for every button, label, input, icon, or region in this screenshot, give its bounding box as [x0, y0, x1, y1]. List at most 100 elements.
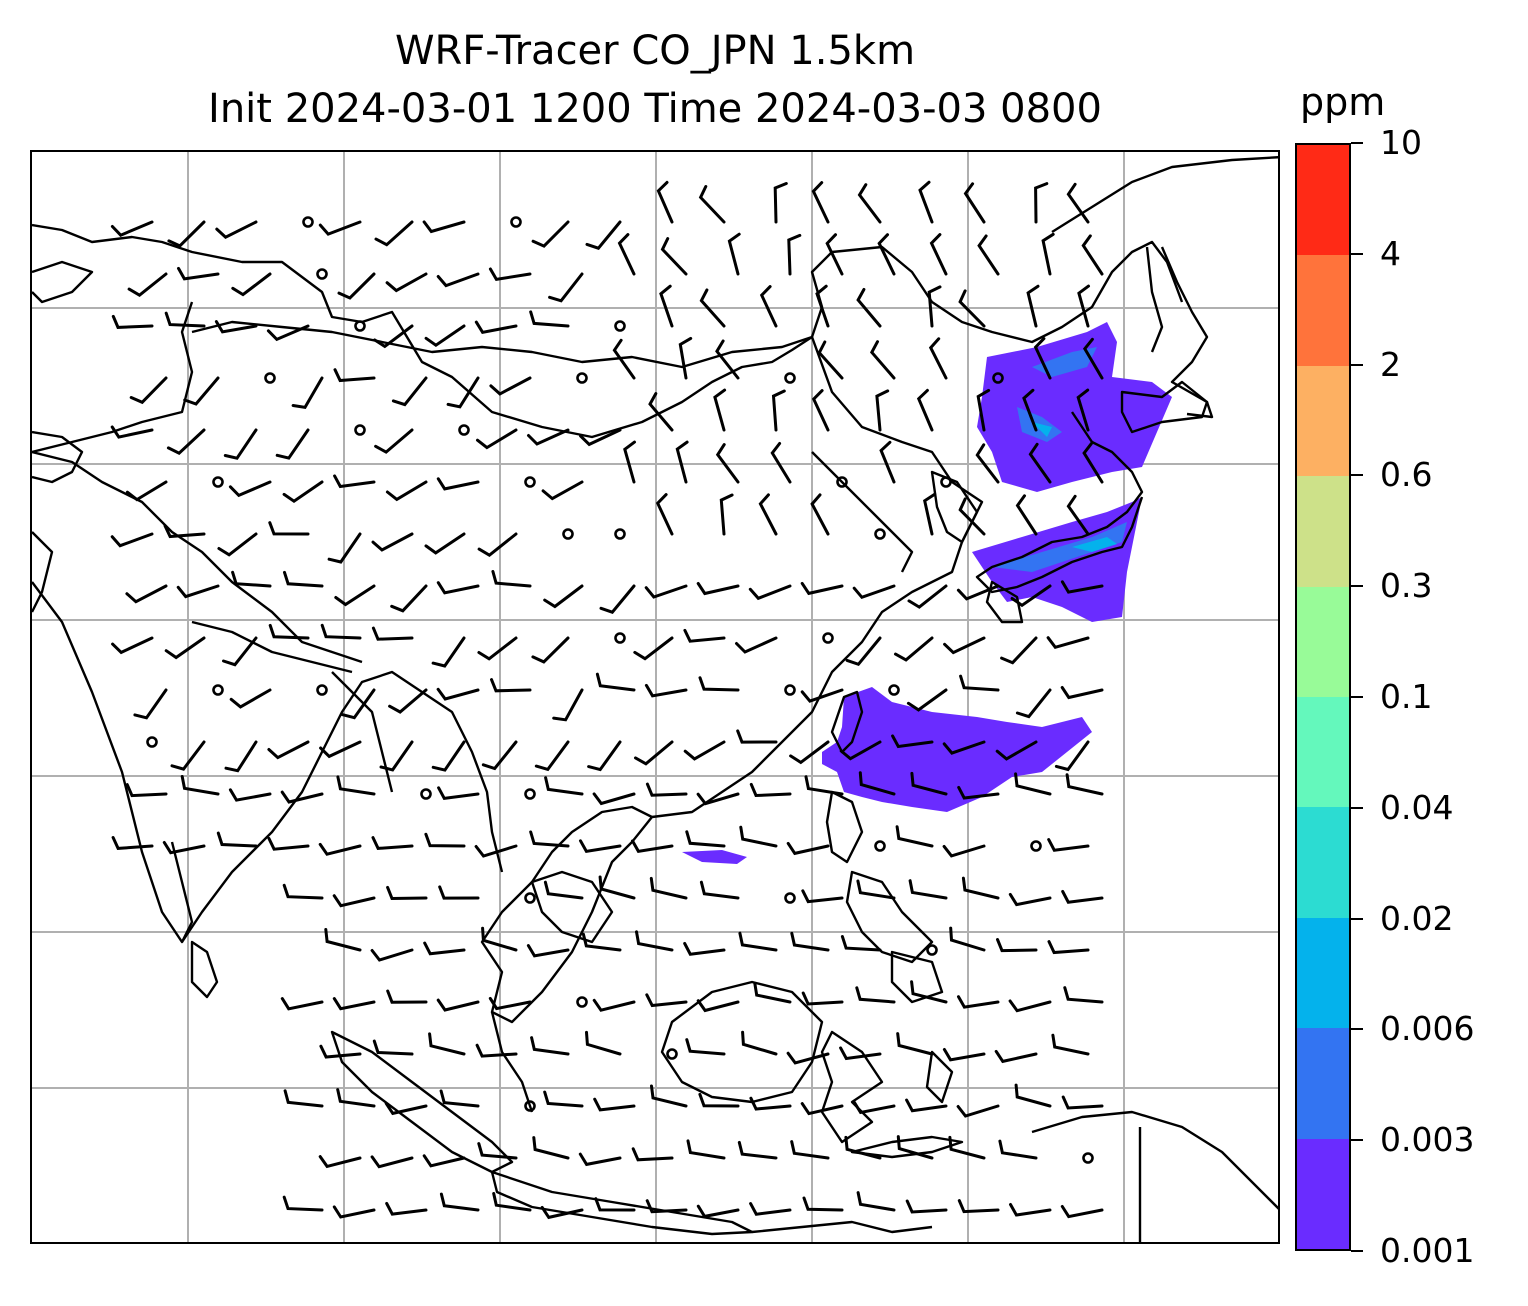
- wind-barb: [942, 1048, 986, 1062]
- wind-barb: [579, 839, 622, 853]
- wind-barb: [1077, 284, 1090, 328]
- map-title-line-2: Init 2024-03-01 1200 Time 2024-03-03 080…: [208, 86, 1102, 132]
- wind-barb: [659, 284, 674, 328]
- wind-barb: [1065, 773, 1104, 796]
- wind-barb: [530, 1036, 570, 1056]
- coastline-burma: [331, 671, 394, 793]
- map-canvas: [32, 152, 1278, 1242]
- wind-barb: [592, 998, 636, 1012]
- wind-barb: [1008, 999, 1052, 1013]
- calm-wind-marker: [926, 944, 938, 956]
- wind-barb: [223, 428, 258, 460]
- coastline-kamchatka-arc: [1160, 246, 1214, 419]
- coastline-india-west: [32, 581, 194, 944]
- wind-barb: [422, 220, 466, 234]
- colorbar: [1295, 143, 1351, 1251]
- wind-barb: [1081, 234, 1104, 276]
- wind-barb: [436, 272, 480, 288]
- coastline-korea: [930, 470, 979, 544]
- wind-barb: [719, 493, 734, 536]
- wind-barb: [341, 688, 376, 720]
- wind-barb: [333, 368, 376, 383]
- coastline-philippines-south: [845, 870, 934, 964]
- wind-barb: [895, 825, 934, 848]
- wind-barb: [439, 1089, 480, 1108]
- wind-barb: [975, 443, 1000, 484]
- wind-barb: [541, 480, 584, 501]
- wind-barb: [995, 740, 1038, 761]
- wind-barb: [655, 493, 674, 536]
- calm-wind-marker: [562, 528, 574, 540]
- calm-wind-marker: [784, 892, 796, 904]
- wind-barb: [748, 584, 792, 601]
- wind-barb: [1054, 740, 1090, 772]
- wind-barb: [844, 1135, 882, 1160]
- wind-barb: [875, 389, 890, 432]
- wind-barb: [422, 1154, 466, 1168]
- wind-barb: [811, 389, 830, 432]
- wind-barb: [215, 220, 258, 240]
- wind-barb: [789, 740, 830, 765]
- calm-wind-marker: [316, 268, 328, 280]
- wind-barb: [1082, 337, 1104, 380]
- wind-barb: [532, 1136, 570, 1160]
- wind-barb: [282, 883, 324, 900]
- wind-barb: [894, 636, 934, 662]
- wind-barb: [943, 636, 986, 655]
- wind-barb: [488, 996, 532, 1011]
- wind-barb: [324, 928, 362, 952]
- wind-barb: [1061, 890, 1104, 904]
- wind-barb: [759, 285, 778, 328]
- wind-barb: [891, 734, 934, 749]
- wind-barb: [439, 1192, 480, 1212]
- wind-barb: [996, 938, 1038, 953]
- wind-barb: [908, 879, 948, 900]
- wind-barb: [370, 1155, 414, 1169]
- wind-barb: [491, 570, 532, 588]
- colorbar-tick: [1351, 696, 1363, 698]
- wind-barb: [543, 584, 584, 609]
- colorbar-tick-label: 0.04: [1380, 787, 1454, 827]
- wind-barb: [110, 220, 154, 237]
- wind-barb: [474, 844, 518, 858]
- wind-barb: [994, 1049, 1038, 1064]
- colorbar-segment: [1297, 254, 1349, 366]
- colorbar-tick: [1351, 917, 1363, 920]
- colorbar-segment: [1297, 696, 1349, 808]
- wind-barb: [125, 480, 168, 502]
- map-title-line-1: WRF-Tracer CO_JPN 1.5km: [394, 28, 916, 74]
- colorbar-segment: [1297, 365, 1349, 477]
- coastline-pacific-northeast: [1051, 156, 1278, 234]
- wind-barb: [1082, 442, 1104, 484]
- wind-barb: [645, 993, 688, 1008]
- colorbar-tick: [1351, 806, 1363, 809]
- coastline-japan-honshu: [975, 411, 1144, 594]
- calm-wind-marker: [822, 632, 834, 644]
- wind-barb: [790, 931, 830, 952]
- wind-barb: [817, 340, 844, 380]
- wind-barb: [1008, 892, 1052, 907]
- wind-barb: [786, 841, 830, 856]
- wind-barb: [749, 1096, 792, 1111]
- colorbar-unit: ppm: [1300, 80, 1386, 124]
- wind-barb: [896, 1032, 934, 1056]
- wind-barb: [683, 740, 726, 761]
- wind-barb: [423, 941, 466, 956]
- calm-wind-marker: [874, 840, 886, 852]
- colorbar-segment: [1297, 1027, 1349, 1139]
- wind-barb: [698, 1092, 740, 1108]
- colorbar-segment: [1297, 1138, 1349, 1249]
- wind-barb: [923, 492, 937, 536]
- colorbar-tick: [1351, 252, 1363, 255]
- coastline-malay-peninsula: [490, 1011, 534, 1113]
- wind-barb: [958, 497, 986, 536]
- wind-barb: [910, 980, 948, 1004]
- wind-barb: [534, 740, 570, 772]
- wind-barb: [599, 584, 636, 614]
- tracer-plumes: [682, 322, 1172, 864]
- wind-barb: [896, 1135, 934, 1160]
- wind-barb: [578, 1152, 622, 1167]
- wind-barb: [390, 584, 428, 613]
- wind-barb: [384, 1101, 428, 1116]
- coastline-indochina: [480, 805, 653, 1024]
